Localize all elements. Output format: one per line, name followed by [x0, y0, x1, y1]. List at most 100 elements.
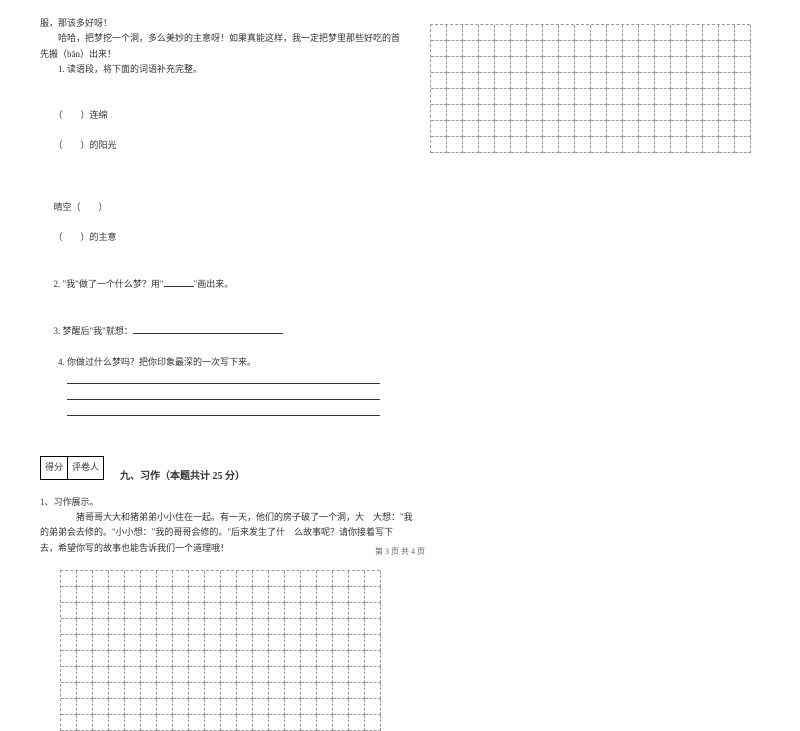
grid-cell — [479, 41, 495, 57]
grid-cell — [543, 41, 559, 57]
grid-cell — [703, 137, 719, 153]
grid-cell — [543, 25, 559, 41]
grid-cell — [527, 57, 543, 73]
grid-cell — [221, 667, 237, 683]
grid-cell — [671, 73, 687, 89]
grid-cell — [527, 73, 543, 89]
grid-cell — [365, 667, 381, 683]
writing-title: 1、习作展示。 — [40, 495, 400, 510]
grid-cell — [93, 603, 109, 619]
grid-cell — [253, 571, 269, 587]
grid-cell — [559, 57, 575, 73]
grid-cell — [61, 603, 77, 619]
grid-cell — [735, 137, 751, 153]
grid-cell — [77, 651, 93, 667]
grid-cell — [591, 105, 607, 121]
grid-cell — [575, 25, 591, 41]
left-column: 服，那该多好呀！ 哈哈，把梦挖一个洞，多么美妙的主意呀！如果真能这样，我一定把梦… — [40, 16, 400, 731]
grid-cell — [301, 635, 317, 651]
grid-cell — [205, 715, 221, 731]
grid-cell — [447, 89, 463, 105]
grid-cell — [607, 25, 623, 41]
grid-cell — [703, 73, 719, 89]
grid-cell — [205, 683, 221, 699]
grid-cell — [173, 619, 189, 635]
grid-cell — [623, 73, 639, 89]
page-footer: 第 3 页 共 4 页 — [0, 546, 800, 557]
grid-cell — [365, 699, 381, 715]
grid-cell — [559, 73, 575, 89]
q2-blank — [164, 276, 194, 287]
grid-cell — [77, 571, 93, 587]
grid-cell — [719, 25, 735, 41]
grid-cell — [125, 587, 141, 603]
writing-grid-left — [60, 570, 380, 731]
grid-cell — [77, 619, 93, 635]
grid-cell — [93, 651, 109, 667]
grid-cell — [269, 587, 285, 603]
grid-cell — [61, 587, 77, 603]
grid-cell — [189, 619, 205, 635]
question-3: 3. 梦醒后"我"就想： — [40, 308, 400, 355]
grid-cell — [141, 587, 157, 603]
grid-cell — [575, 41, 591, 57]
grid-cell — [527, 89, 543, 105]
grid-cell — [431, 41, 447, 57]
grid-cell — [527, 121, 543, 137]
grid-cell — [671, 41, 687, 57]
grid-cell — [221, 619, 237, 635]
grid-cell — [559, 137, 575, 153]
grid-cell — [141, 683, 157, 699]
grid-cell — [237, 683, 253, 699]
grid-cell — [463, 25, 479, 41]
grid-cell — [575, 89, 591, 105]
grid-cell — [365, 603, 381, 619]
grid-cell — [671, 137, 687, 153]
grid-cell — [205, 635, 221, 651]
grid-cell — [93, 667, 109, 683]
grid-cell — [125, 651, 141, 667]
grid-cell — [93, 715, 109, 731]
grid-cell — [269, 603, 285, 619]
grid-cell — [349, 715, 365, 731]
grid-cell — [333, 715, 349, 731]
grid-cell — [349, 699, 365, 715]
grid-cell — [655, 89, 671, 105]
grid-cell — [237, 667, 253, 683]
grid-cell — [735, 121, 751, 137]
grid-cell — [575, 105, 591, 121]
grid-cell — [285, 667, 301, 683]
grid-cell — [285, 571, 301, 587]
grid-cell — [189, 635, 205, 651]
grid-cell — [365, 683, 381, 699]
grid-cell — [317, 651, 333, 667]
q1b-right: （ ）的主意 — [54, 232, 117, 242]
grid-cell — [253, 667, 269, 683]
grid-cell — [719, 41, 735, 57]
grid-cell — [623, 137, 639, 153]
right-column — [430, 16, 760, 731]
grid-cell — [301, 587, 317, 603]
grid-cell — [591, 41, 607, 57]
answer-line-2 — [67, 386, 380, 400]
grid-cell — [495, 121, 511, 137]
grid-cell — [639, 25, 655, 41]
grid-cell — [269, 699, 285, 715]
grid-cell — [285, 619, 301, 635]
grid-cell — [205, 587, 221, 603]
grid-cell — [301, 715, 317, 731]
grid-cell — [205, 603, 221, 619]
grid-cell — [269, 651, 285, 667]
grid-cell — [511, 25, 527, 41]
grid-cell — [447, 41, 463, 57]
grid-cell — [543, 121, 559, 137]
grid-cell — [349, 587, 365, 603]
grid-cell — [543, 73, 559, 89]
grid-cell — [607, 73, 623, 89]
grid-cell — [317, 635, 333, 651]
grid-cell — [495, 73, 511, 89]
question-1-row-b: 晴空（ ） （ ）的主意 — [40, 169, 400, 261]
q1a-right: （ ）的阳光 — [54, 140, 117, 150]
grid-cell — [639, 89, 655, 105]
grid-cell — [221, 635, 237, 651]
